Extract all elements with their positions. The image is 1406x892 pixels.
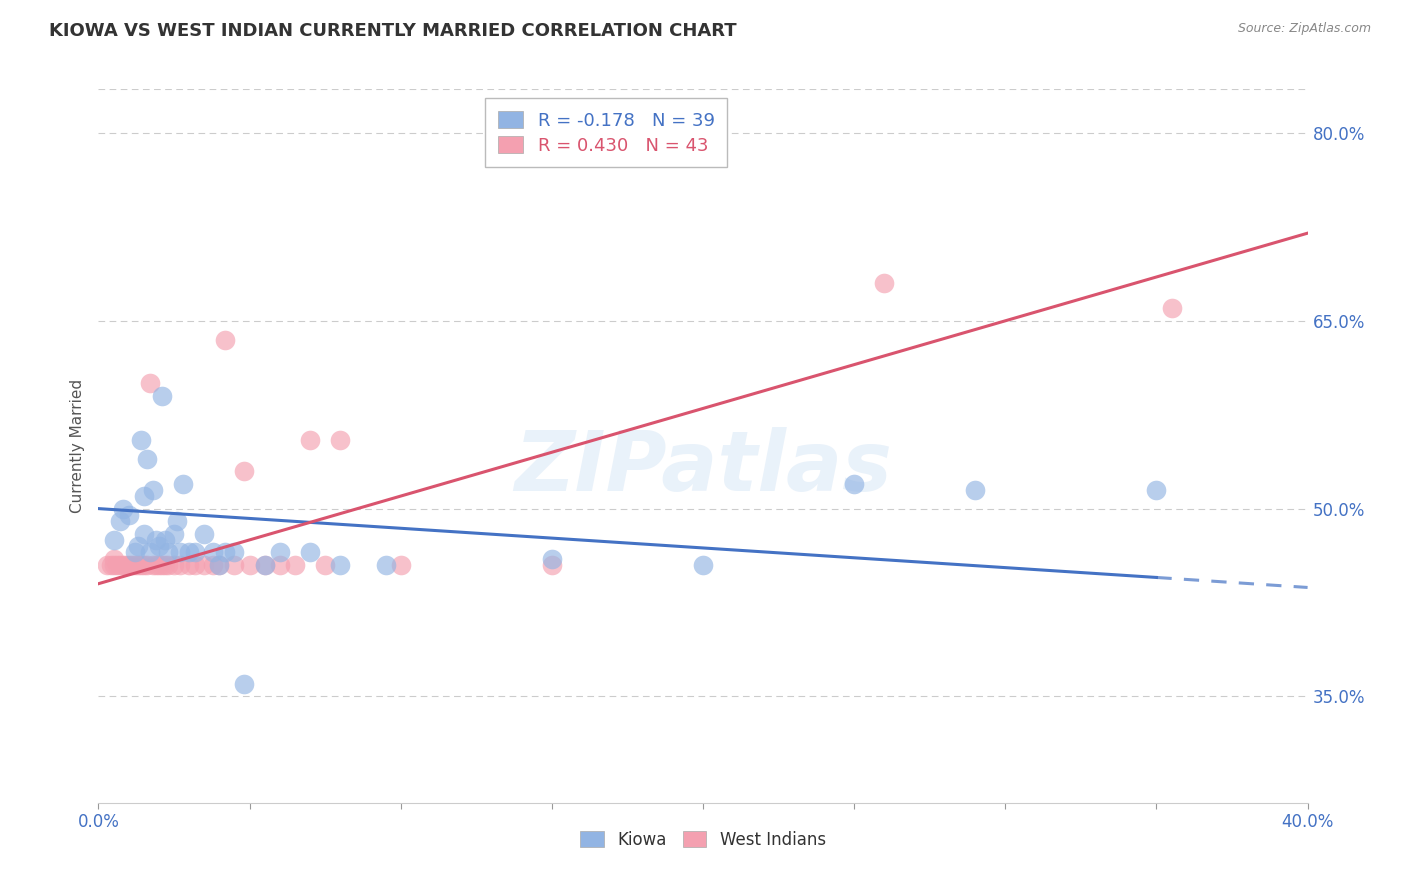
Point (105, 558, 128, 572)
Point (314, 558, 336, 572)
Y-axis label: Currently Married: Currently Married (70, 379, 86, 513)
Point (214, 333, 236, 347)
Point (100, 558, 122, 572)
Point (179, 545, 201, 559)
Point (269, 545, 291, 559)
Point (108, 514, 131, 528)
Point (692, 558, 714, 572)
Point (156, 545, 179, 559)
Point (163, 526, 186, 541)
Point (184, 558, 207, 572)
Point (103, 558, 125, 572)
Point (142, 483, 165, 497)
Point (299, 545, 322, 559)
Point (108, 558, 131, 572)
Point (374, 558, 396, 572)
Point (127, 558, 149, 572)
Point (114, 558, 136, 572)
Point (148, 539, 170, 553)
Point (96, 558, 118, 572)
Point (166, 514, 188, 528)
Point (142, 558, 165, 572)
Point (193, 558, 215, 572)
Point (540, 551, 562, 566)
Point (253, 558, 276, 572)
Point (269, 558, 291, 572)
Point (129, 433, 152, 447)
Point (124, 558, 146, 572)
Point (540, 558, 562, 572)
Legend: Kiowa, West Indians: Kiowa, West Indians (571, 821, 835, 859)
Point (1144, 483, 1167, 497)
Point (103, 533, 125, 547)
Point (299, 433, 322, 447)
Point (1160, 301, 1182, 316)
Point (239, 558, 262, 572)
Point (169, 558, 191, 572)
Point (118, 508, 141, 522)
Point (224, 545, 246, 559)
Point (124, 545, 146, 559)
Point (153, 533, 176, 547)
Point (153, 558, 176, 572)
Point (208, 558, 231, 572)
Point (214, 545, 236, 559)
Point (202, 558, 225, 572)
Point (193, 526, 215, 541)
Point (965, 483, 987, 497)
Point (202, 545, 225, 559)
Point (148, 558, 170, 572)
Point (184, 545, 207, 559)
Point (389, 558, 412, 572)
Point (139, 545, 162, 559)
Point (129, 558, 152, 572)
Point (132, 558, 155, 572)
Point (169, 545, 191, 559)
Point (118, 558, 141, 572)
Point (121, 558, 143, 572)
Point (329, 558, 352, 572)
Point (111, 558, 134, 572)
Point (111, 501, 134, 516)
Point (232, 464, 254, 478)
Point (232, 677, 254, 691)
Point (150, 558, 173, 572)
Point (132, 489, 155, 503)
Point (103, 551, 125, 566)
Point (284, 558, 307, 572)
Point (135, 558, 157, 572)
Point (873, 277, 896, 291)
Point (135, 451, 157, 466)
Point (132, 526, 155, 541)
Point (208, 558, 231, 572)
Point (127, 539, 149, 553)
Point (844, 476, 866, 491)
Point (253, 558, 276, 572)
Point (224, 558, 246, 572)
Point (179, 558, 201, 572)
Text: Source: ZipAtlas.com: Source: ZipAtlas.com (1237, 22, 1371, 36)
Point (150, 389, 173, 403)
Point (163, 558, 186, 572)
Point (139, 376, 162, 391)
Text: KIOWA VS WEST INDIAN CURRENTLY MARRIED CORRELATION CHART: KIOWA VS WEST INDIAN CURRENTLY MARRIED C… (49, 22, 737, 40)
Text: ZIPatlas: ZIPatlas (515, 427, 891, 508)
Point (145, 533, 167, 547)
Point (145, 558, 167, 572)
Point (172, 476, 194, 491)
Point (156, 558, 179, 572)
Point (329, 433, 352, 447)
